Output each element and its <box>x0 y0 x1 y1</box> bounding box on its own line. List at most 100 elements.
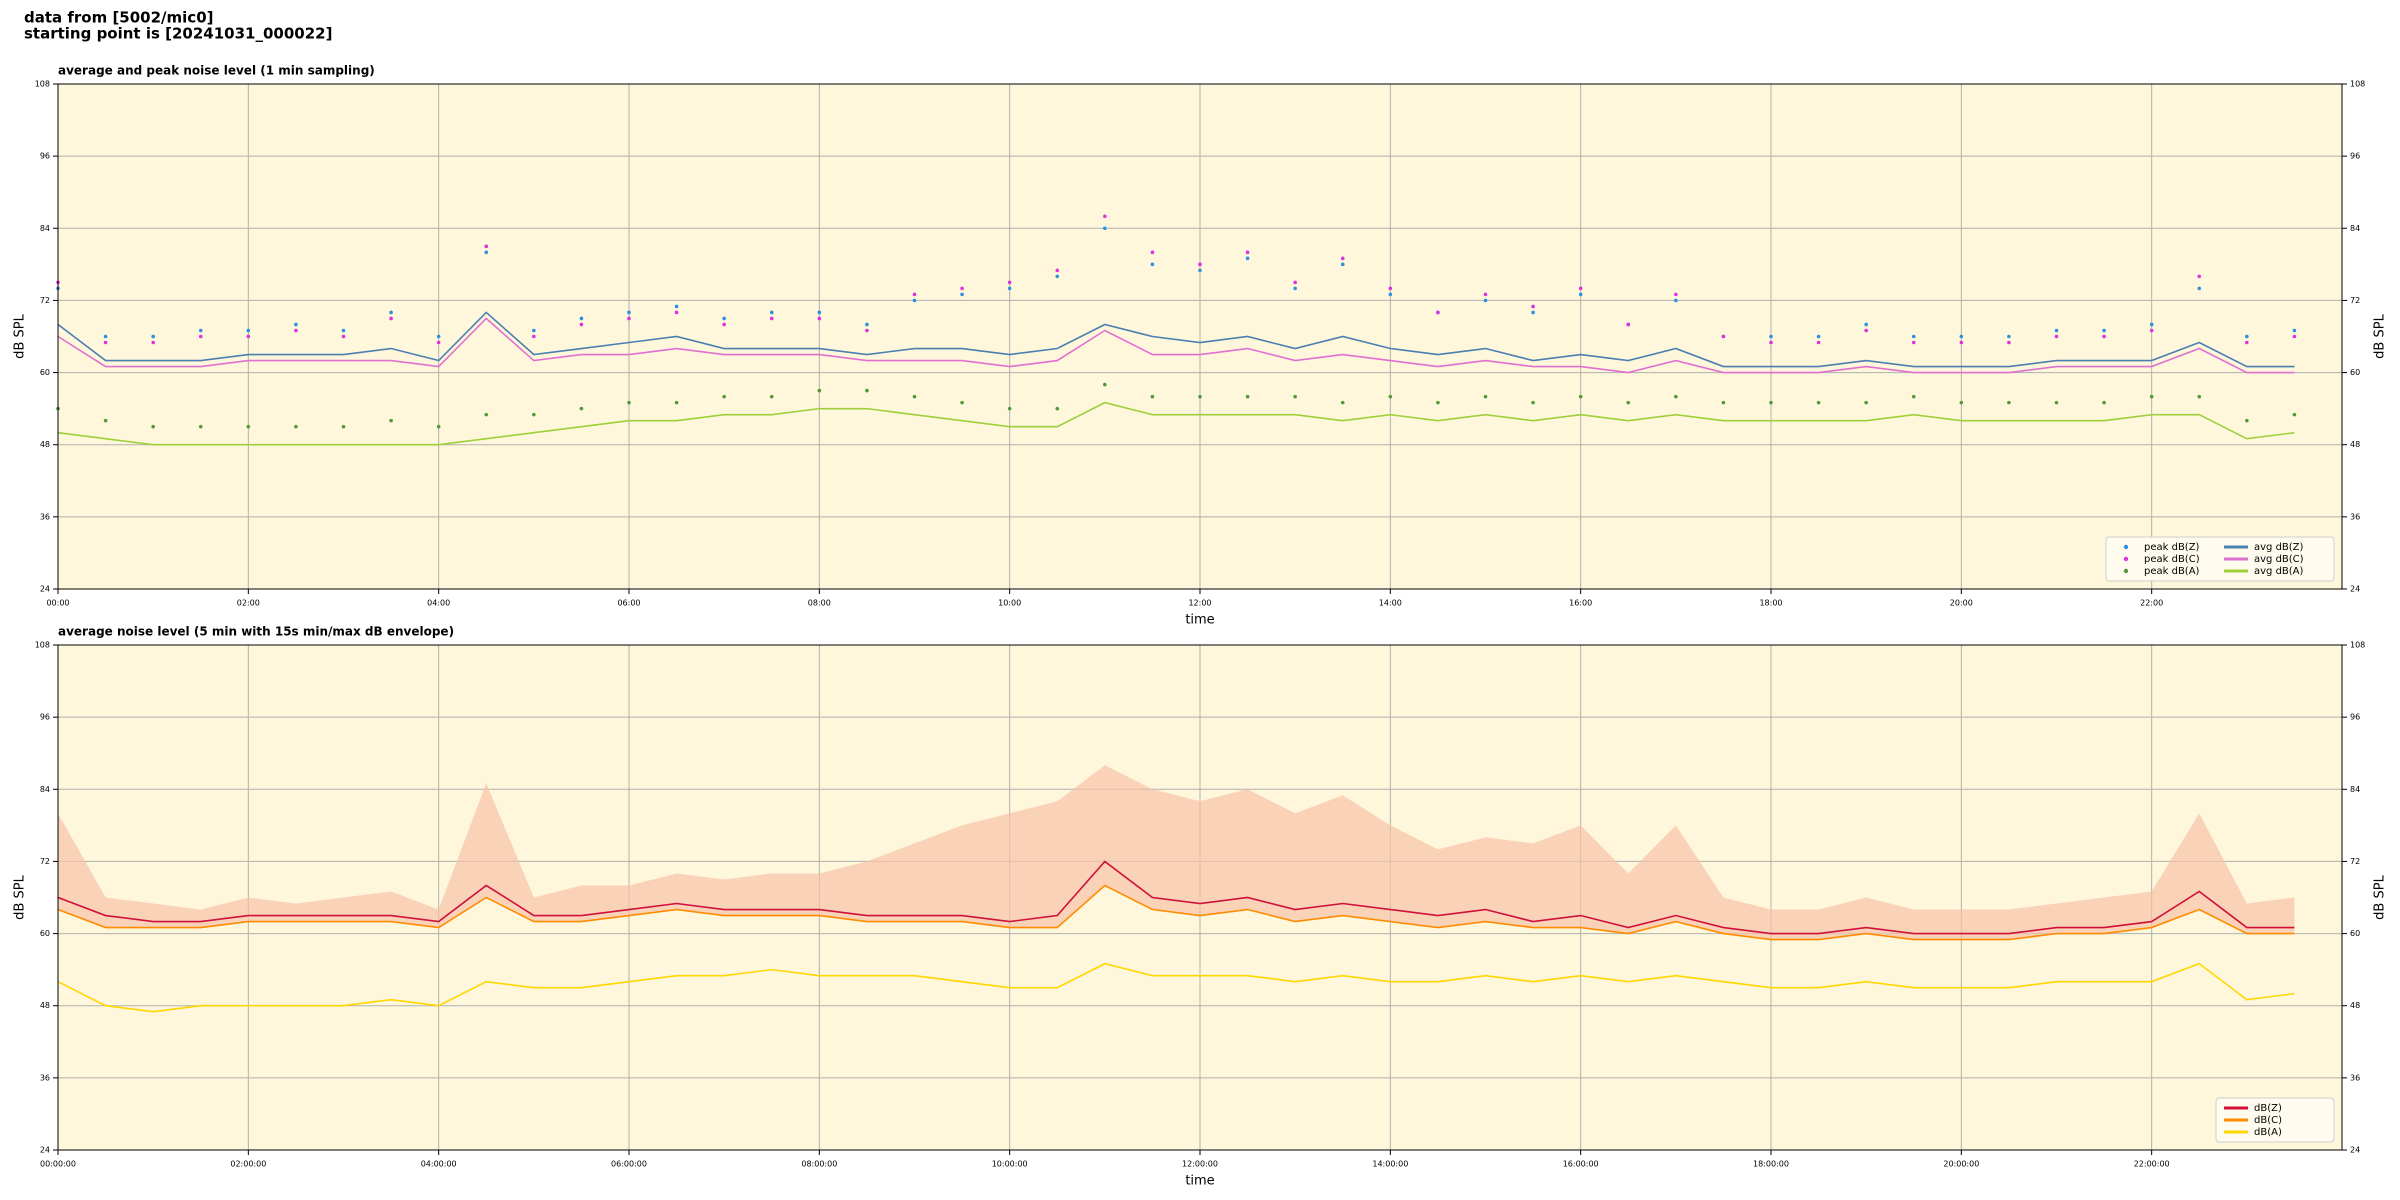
peak-dot <box>2245 418 2249 423</box>
envelope-area <box>58 765 2295 940</box>
peak-dot <box>103 334 108 339</box>
y-axis-label: dB SPL <box>13 874 28 919</box>
y-tick-label: 48 <box>40 440 50 449</box>
x-tick-label: 20:00 <box>1950 599 1973 608</box>
peak-dot <box>341 334 346 339</box>
peak-dot <box>722 322 726 327</box>
peak-dot <box>1769 340 1773 345</box>
peak-dot <box>198 334 203 339</box>
peak-dot <box>1959 334 1964 339</box>
peak-dot <box>1436 310 1440 315</box>
series-line <box>57 317 2295 374</box>
peak-dot <box>1769 334 1773 339</box>
plot-frame <box>57 644 2343 1151</box>
peak-dot <box>1103 226 1107 231</box>
peak-dot <box>579 322 584 327</box>
peak-dot <box>294 328 298 333</box>
y-tick-label: 96 <box>40 152 50 161</box>
y-tick-label: 48 <box>2350 1001 2360 1010</box>
peak-dot <box>579 316 584 321</box>
y-tick-label: 60 <box>2350 368 2360 377</box>
peak-dot <box>484 412 489 417</box>
peak-dot <box>1103 382 1107 387</box>
peak-dot <box>2197 274 2202 279</box>
x-tick-label: 16:00:00 <box>1563 1160 1599 1169</box>
x-tick-label: 06:00:00 <box>611 1160 647 1169</box>
peak-dot <box>1578 292 1583 297</box>
peak-dot <box>1864 400 1868 405</box>
x-tick-label: 02:00:00 <box>230 1160 266 1169</box>
peak-dot <box>865 322 869 327</box>
y-axis-label: dB SPL <box>13 313 28 358</box>
y-tick-label: 96 <box>2350 713 2360 722</box>
peak-dot <box>2102 400 2106 405</box>
x-tick-label: 18:00:00 <box>1753 1160 1789 1169</box>
peak-dot <box>1816 334 1821 339</box>
peak-dot <box>246 334 251 339</box>
y-tick-label: 60 <box>40 368 50 377</box>
peak-dot <box>198 424 203 429</box>
y-tick-label: 36 <box>40 1073 50 1082</box>
peak-dot <box>960 286 964 291</box>
peak-dot <box>1007 280 1012 285</box>
y-tick-label: 60 <box>40 929 50 938</box>
peak-dot <box>1911 340 1916 345</box>
peak-dot <box>198 328 203 333</box>
peak-dot <box>817 388 822 393</box>
peak-dot <box>1816 340 1821 345</box>
peak-dot <box>2102 328 2106 333</box>
peak-dot <box>484 250 489 255</box>
header-line: data from [5002/mic0] <box>24 9 214 27</box>
legend-label: peak dB(Z) <box>2144 542 2200 553</box>
peak-dot <box>817 310 822 315</box>
y-tick-label: 72 <box>2350 296 2360 305</box>
peak-dot <box>1340 400 1345 405</box>
peak-dot <box>2007 400 2011 405</box>
x-tick-label: 04:00:00 <box>421 1160 457 1169</box>
peak-dot <box>2102 334 2106 339</box>
peak-dot <box>1483 292 1488 297</box>
peak-dot <box>1578 286 1583 291</box>
peak-dot <box>1245 256 1250 261</box>
peak-dot <box>1864 328 1868 333</box>
x-tick-label: 00:00:00 <box>40 1160 76 1169</box>
peak-dot <box>912 292 917 297</box>
peak-dot <box>674 400 679 405</box>
legend-label: avg dB(A) <box>2254 566 2304 577</box>
peak-dot <box>1578 394 1583 399</box>
y-tick-label: 72 <box>40 857 50 866</box>
peak-dot <box>341 424 346 429</box>
y-tick-label: 84 <box>2350 785 2360 794</box>
legend-label: dB(C) <box>2254 1115 2282 1126</box>
peak-dot <box>912 394 917 399</box>
series-line <box>57 962 2295 1013</box>
peak-dot <box>1626 322 1631 327</box>
x-tick-label: 02:00 <box>237 599 260 608</box>
peak-dot <box>2149 328 2154 333</box>
peak-dot <box>912 298 917 303</box>
series-line <box>57 860 2295 935</box>
peak-dot <box>769 316 774 321</box>
peak-dot <box>389 310 393 315</box>
y-tick-label: 60 <box>2350 929 2360 938</box>
peak-dot <box>532 334 536 339</box>
plot-marks <box>57 765 2295 1013</box>
peak-dot <box>2292 328 2297 333</box>
peak-dot <box>817 316 822 321</box>
y-tick-label: 24 <box>2350 1146 2360 1155</box>
peak-dot <box>769 394 774 399</box>
peak-dot <box>532 412 536 417</box>
peak-dot <box>1721 400 1726 405</box>
x-axis-label: time <box>1185 613 1214 628</box>
peak-dot <box>1055 274 1060 279</box>
legend-marker <box>2123 568 2129 574</box>
y-axis-label: dB SPL <box>2373 313 2388 358</box>
peak-dot <box>1293 286 1297 291</box>
peak-dot <box>1150 394 1155 399</box>
peak-dot <box>341 328 346 333</box>
peak-dot <box>1007 286 1012 291</box>
peak-dot <box>436 424 441 429</box>
peak-dot <box>532 328 536 333</box>
peak-dot <box>1150 262 1155 267</box>
